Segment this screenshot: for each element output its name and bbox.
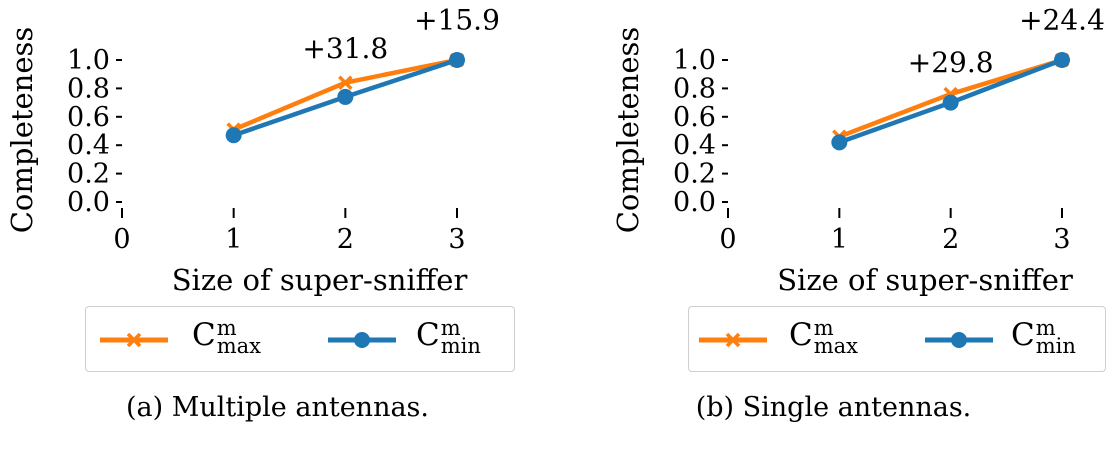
x-tick-label: 3 — [448, 224, 465, 255]
y-tick-label: 0.6 — [67, 102, 110, 133]
data-point-min — [449, 52, 465, 68]
legend-swatch-cmin — [328, 332, 396, 348]
chart-b-plot: 0.00.20.40.60.81.0 0 1 2 3 Size of super-snif… — [611, 3, 1105, 297]
data-point-max — [338, 75, 353, 90]
y-tick-label: 0.2 — [673, 159, 716, 190]
x-tick-label: 1 — [831, 224, 848, 255]
y-tick-label: 0.0 — [67, 187, 110, 218]
chart-panel-a: 0.0 0.2 0.4 0.6 0.8 1.0 0 1 2 3 Size of super-snif… — [0, 0, 555, 452]
y-tick-label: 0.4 — [673, 130, 716, 161]
y-tick-label: 1.0 — [673, 45, 716, 76]
legend-swatch-cmax — [100, 332, 168, 348]
chart-a-plot: 0.00.20.40.60.81.0 0 1 2 3 Size of super-snif… — [5, 3, 500, 297]
x-tick-label: 0 — [719, 224, 736, 255]
data-point-min — [942, 94, 959, 111]
chart-panel-b: 0.0 0.2 0.4 0.6 0.8 1.0 0 1 2 3 Size of super-snif… — [556, 0, 1111, 452]
y-tick-label: 0.8 — [67, 73, 110, 104]
x-tick-label: 2 — [942, 224, 959, 255]
annotation-label: +29.8 — [908, 46, 994, 79]
data-point-min — [225, 127, 242, 144]
legend-swatch-cmin — [925, 332, 993, 348]
data-point-min — [1054, 52, 1070, 68]
x-tick-label: 3 — [1053, 224, 1070, 255]
x-axis-label: Size of super-sniffer — [777, 263, 1073, 297]
y-tick-label: 0.4 — [67, 130, 110, 161]
x-axis-label: Size of super-sniffer — [172, 263, 468, 297]
x-tick-label: 0 — [113, 224, 130, 255]
y-tick-label: 0.8 — [673, 73, 716, 104]
x-tick-label: 1 — [225, 224, 242, 255]
y-tick-label: 0.2 — [67, 159, 110, 190]
legend-swatch-cmax — [699, 332, 767, 348]
chart-a-caption: (a) Multiple antennas. — [125, 392, 429, 423]
x-tick-label: 2 — [337, 224, 354, 255]
y-tick-label: 0.6 — [673, 102, 716, 133]
data-point-min — [831, 134, 848, 151]
chart-b-caption: (b) Single antennas. — [695, 392, 972, 423]
data-point-min — [337, 88, 354, 105]
annotation-label: +31.8 — [302, 32, 388, 65]
annotation-label: +15.9 — [414, 3, 500, 36]
y-tick-label: 1.0 — [67, 45, 110, 76]
y-axis-label: Completeness — [611, 27, 645, 234]
annotation-label: +24.4 — [1019, 3, 1105, 36]
y-axis-label: Completeness — [5, 27, 39, 234]
y-tick-label: 0.0 — [673, 187, 716, 218]
